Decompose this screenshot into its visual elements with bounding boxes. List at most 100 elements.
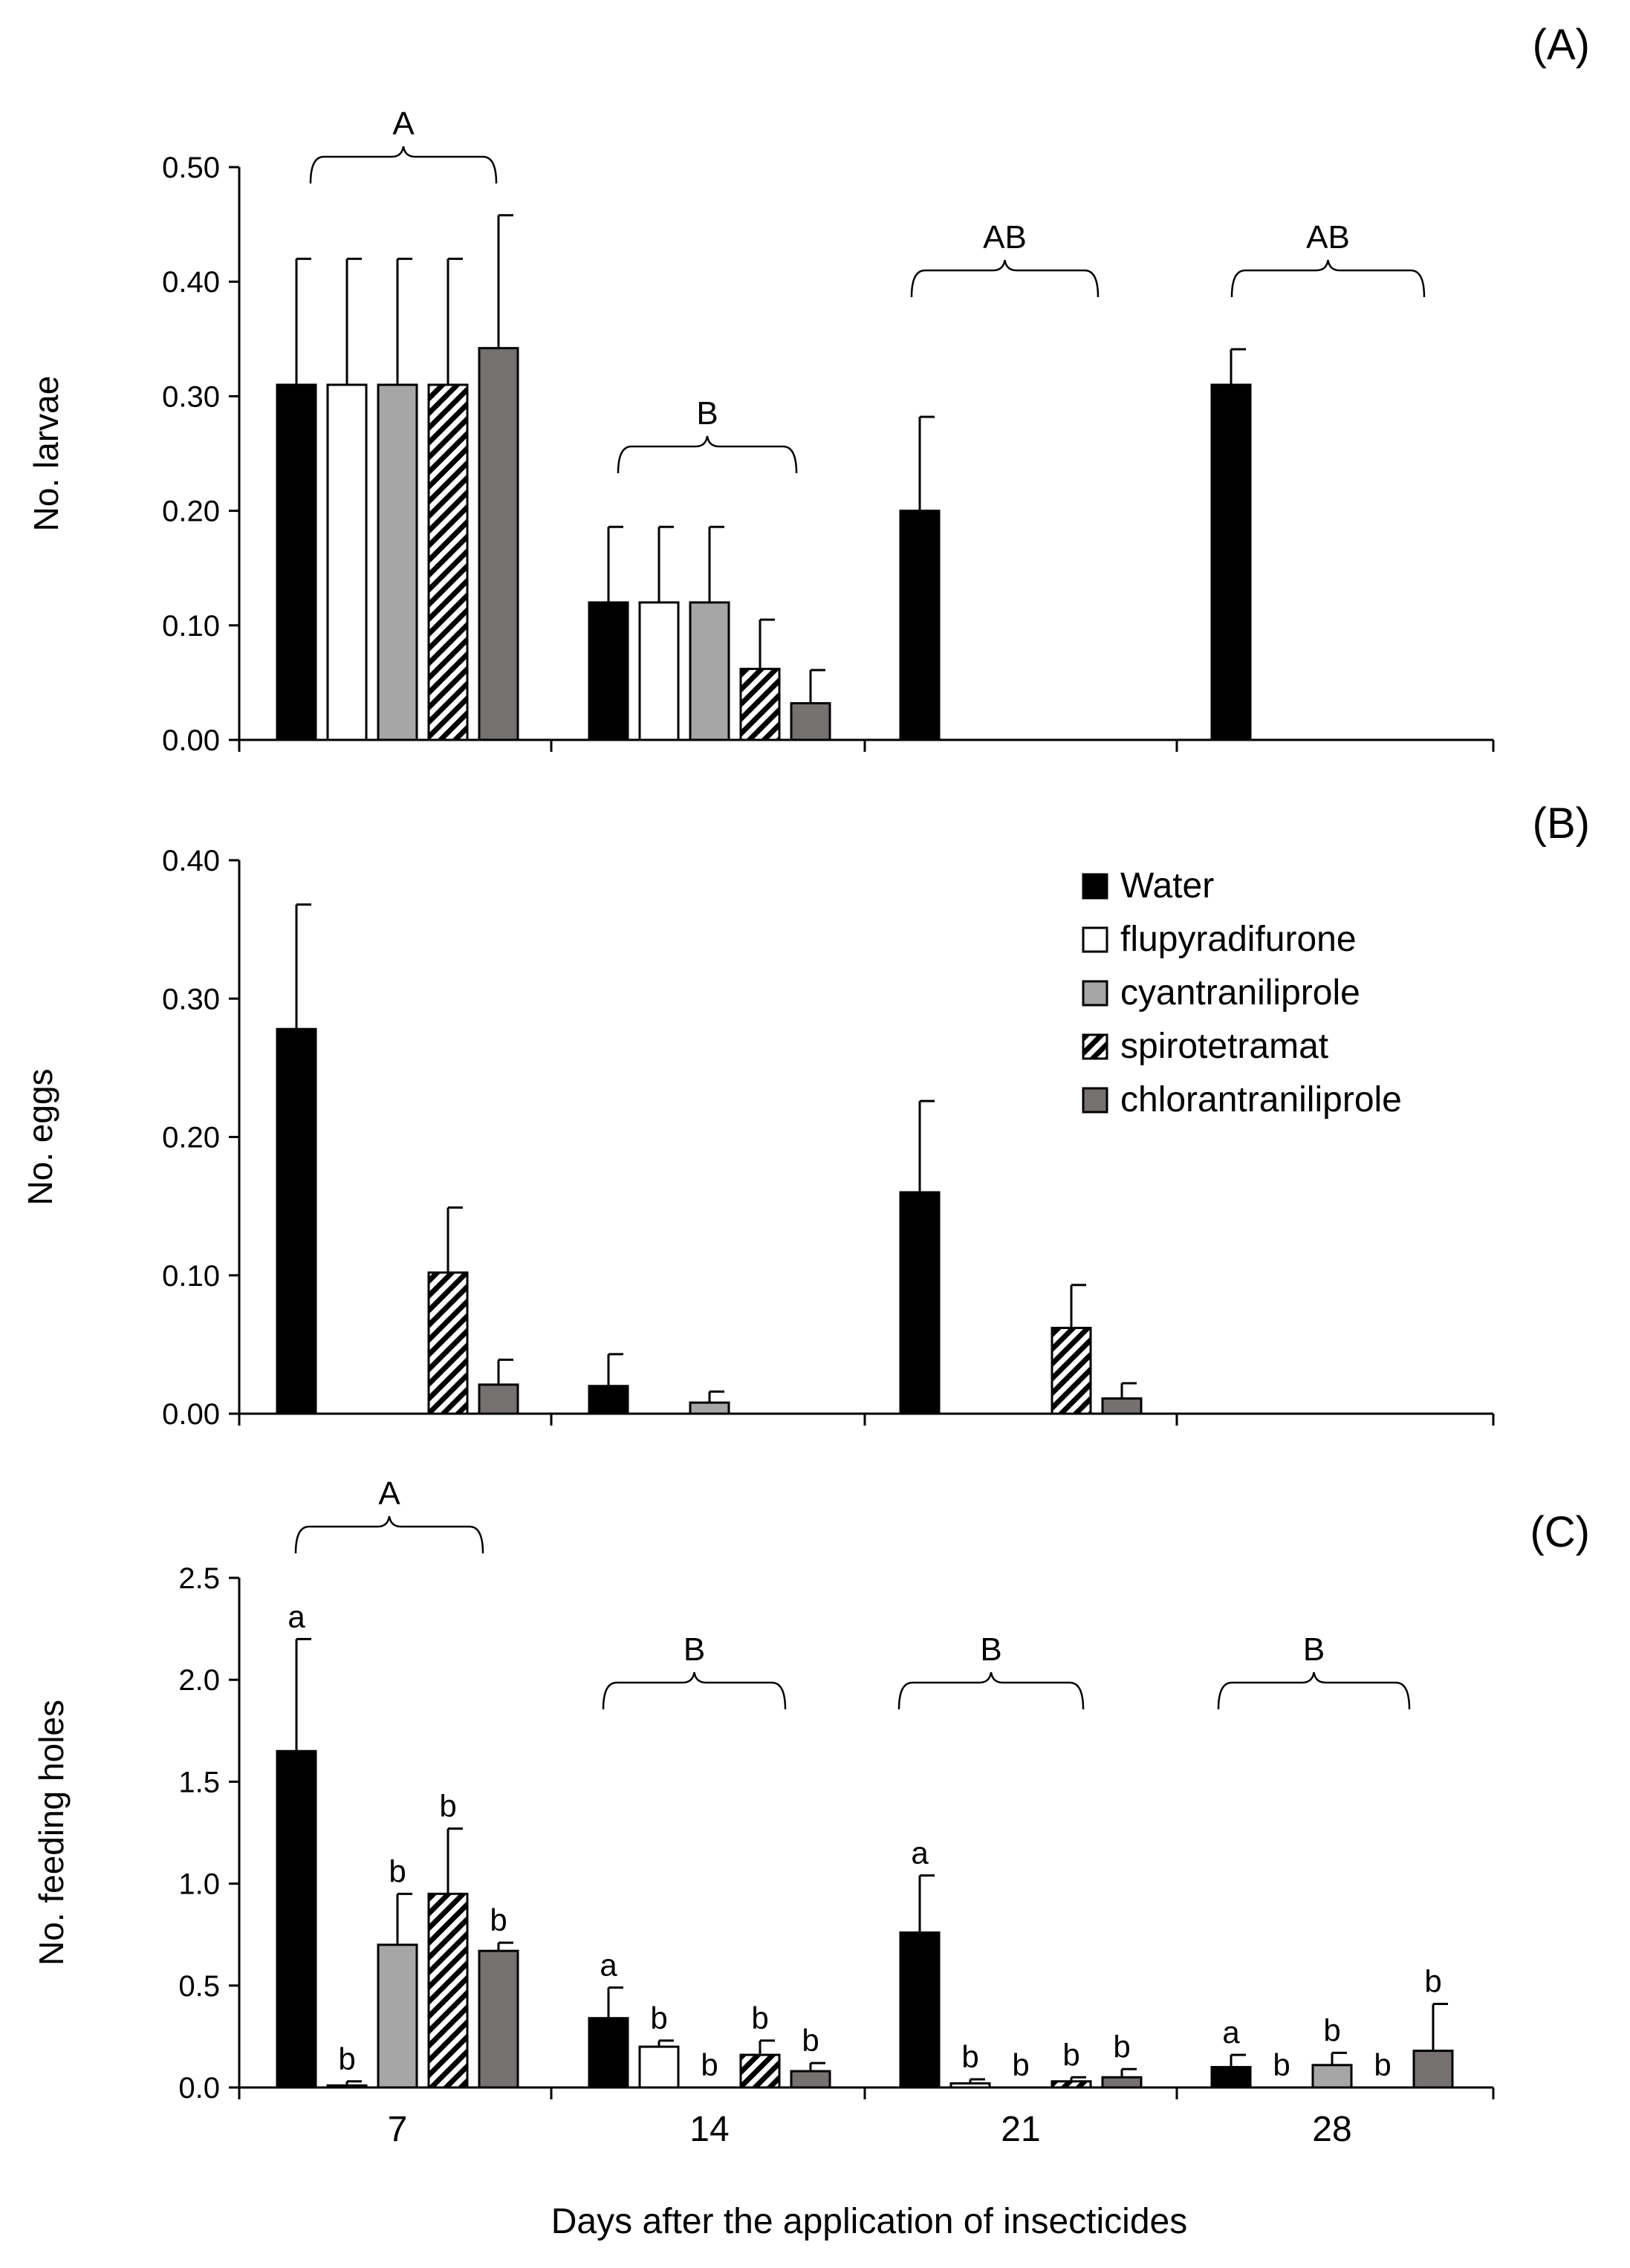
bar-cyantraniliprole-28	[1311, 2064, 1353, 2089]
legend-swatch-chlorantraniliprole	[1082, 1087, 1108, 1114]
group-letter: B	[980, 1631, 1001, 1668]
bar-chlorantraniliprole-28	[1412, 2050, 1454, 2089]
y-tick-label: 0.10	[162, 1260, 220, 1293]
bar-cyantraniliprole-14-days	[689, 1401, 730, 1415]
group-letter: B	[1303, 1631, 1325, 1668]
bar-chlorantraniliprole-7	[478, 1949, 519, 2089]
bar-cyantraniliprole-14-days	[689, 601, 730, 741]
bar-letter: b	[439, 1789, 456, 1824]
bar-letter: b	[1062, 2037, 1079, 2072]
bar-flupyradifurone-7-days	[326, 383, 368, 741]
y-tick-label: 0.30	[162, 380, 220, 413]
bar-chlorantraniliprole-14-days	[790, 702, 831, 741]
y-axis-title: No. larvae	[27, 376, 65, 532]
bar-chlorantraniliprole-14	[790, 2070, 831, 2089]
bar-flupyradifurone-14-days	[638, 601, 680, 741]
y-tick-label: 0.10	[162, 610, 220, 643]
bar-letter: b	[338, 2041, 355, 2076]
y-tick-label: 0.20	[162, 1122, 220, 1154]
bar-chlorantraniliprole-21-days	[1101, 1397, 1143, 1415]
bar-flupyradifurone-21	[949, 2082, 991, 2089]
x-tick-label: 21	[1001, 2110, 1040, 2149]
y-tick-label: 1.5	[178, 1766, 220, 1799]
bar-spirotetramat-21	[1051, 2080, 1092, 2089]
legend-label-chlorantraniliprole: chlorantraniliprole	[1120, 1080, 1402, 1120]
bar-spirotetramat-14	[739, 2053, 781, 2089]
group-bracket	[910, 259, 1100, 298]
y-tick-label: 0.40	[162, 845, 220, 877]
bar-water-21	[899, 1931, 941, 2089]
group-bracket	[309, 146, 498, 184]
bar-letter: b	[490, 1903, 507, 1937]
group-letter: A	[378, 1475, 400, 1512]
bar-letter: b	[1012, 2047, 1029, 2082]
group-bracket	[1217, 1671, 1411, 1710]
bar-spirotetramat-14-days	[739, 667, 781, 741]
group-letter: B	[696, 395, 718, 432]
legend-swatch-water	[1082, 873, 1108, 900]
legend-swatch-cyantraniliprole	[1082, 980, 1108, 1007]
x-tick-label: 14	[689, 2110, 729, 2149]
bar-cyantraniliprole-7-days	[377, 383, 418, 741]
bar-water-14-days	[588, 601, 629, 741]
bar-letter: a	[911, 1836, 929, 1871]
bar-letter: b	[802, 2023, 819, 2058]
bar-water-14	[588, 2017, 629, 2089]
bar-chlorantraniliprole-7-days	[478, 1383, 519, 1415]
x-tick-label: 7	[388, 2110, 408, 2149]
bar-letter: b	[650, 2001, 667, 2035]
y-tick-label: 1.0	[178, 1868, 220, 1901]
y-tick-label: 0.0	[178, 2072, 220, 2105]
y-tick-label: 0.30	[162, 983, 220, 1016]
bar-chlorantraniliprole-21	[1101, 2076, 1143, 2089]
bar-chlorantraniliprole-7-days	[478, 347, 519, 741]
y-tick-label: 0.00	[162, 724, 220, 757]
group-bracket	[294, 1515, 484, 1554]
bar-water-7	[276, 1749, 317, 2089]
group-letter: AB	[1306, 219, 1350, 256]
bar-spirotetramat-21-days	[1051, 1327, 1092, 1415]
y-axis-title: No. feeding holes	[32, 1700, 71, 1966]
y-tick-label: 0.40	[162, 266, 220, 299]
y-tick-label: 0.5	[178, 1970, 220, 2003]
y-tick-label: 0.00	[162, 1398, 220, 1431]
bar-water-28-days	[1210, 383, 1252, 741]
x-axis-title: Days after the application of insecticid…	[551, 2202, 1187, 2241]
bar-letter: a	[1222, 2015, 1240, 2050]
panel-a: 0.00 0.10 0.20 0.30 0.40 0.50 No. larvae (A) AB A…	[27, 21, 1590, 757]
group-bracket	[1230, 259, 1426, 298]
panel-b: 0.00 0.10 0.20 0.30 0.40 No. eggs (B)	[21, 799, 1590, 1431]
bar-letter: b	[961, 2039, 978, 2074]
y-tick-label: 0.50	[162, 152, 220, 184]
bar-water-21-days	[899, 1191, 941, 1415]
bar-water-28	[1210, 2066, 1252, 2089]
legend-label-water: Water	[1120, 866, 1214, 906]
bar-letter: b	[1323, 2012, 1340, 2047]
bar-letter: b	[751, 2001, 768, 2035]
bar-water-21-days	[899, 510, 941, 741]
bar-spirotetramat-7	[427, 1892, 469, 2089]
bar-spirotetramat-7-days	[427, 1271, 469, 1415]
panel-label: (A)	[1533, 21, 1590, 69]
bar-spirotetramat-7-days	[427, 383, 469, 741]
panel-label: (B)	[1533, 799, 1590, 848]
bar-letter: a	[288, 1599, 305, 1634]
legend-label-flupyradifurone: flupyradifurone	[1120, 920, 1357, 959]
bar-water-7-days	[276, 1027, 317, 1415]
group-letter: AB	[983, 219, 1027, 256]
bar-letter: b	[389, 1853, 406, 1888]
group-bracket	[602, 1671, 787, 1710]
bar-flupyradifurone-7	[326, 2084, 368, 2089]
legend-label-cyantraniliprole: cyantraniliprole	[1120, 973, 1360, 1013]
bar-letter: b	[701, 2047, 718, 2082]
bar-water-14-days	[588, 1385, 629, 1415]
bar-letter: b	[1273, 2047, 1290, 2082]
bar-letter: b	[1424, 1963, 1441, 1998]
bar-letter: b	[1374, 2047, 1391, 2082]
y-tick-label: 2.0	[178, 1664, 220, 1697]
y-tick-label: 0.20	[162, 495, 220, 528]
panel-c: 0.0 0.5 1.0 1.5 2.0 2.5 7 14 21 28 No. feeding hol…	[32, 1475, 1590, 2149]
legend: Water flupyradifurone cyantraniliprole spir…	[1082, 866, 1402, 1120]
x-tick-label: 28	[1312, 2110, 1351, 2149]
